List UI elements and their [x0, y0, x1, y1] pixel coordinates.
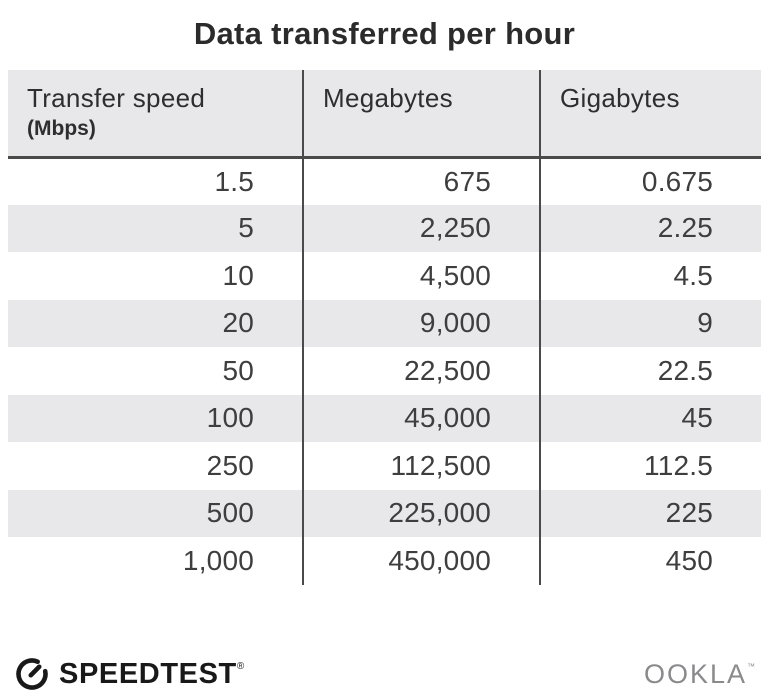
- cell-speed: 10: [222, 259, 254, 291]
- cell-gigabytes: 450: [539, 537, 761, 585]
- cell-speed: 500: [206, 497, 254, 529]
- table-row: 100 45,000 45: [8, 394, 761, 442]
- cell-megabytes: 4,500: [302, 252, 540, 300]
- trademark-symbol: ™: [747, 661, 755, 671]
- cell-megabytes: 2,250: [302, 204, 540, 252]
- table-row: 10 4,500 4.5: [8, 252, 761, 300]
- cell-gigabytes: 2.25: [539, 204, 761, 252]
- table-row: 250 112,500 112.5: [8, 442, 761, 490]
- cell-megabytes: 22,500: [302, 347, 540, 395]
- col-header-label: Gigabytes: [560, 83, 680, 113]
- table-row: 50 22,500 22.5: [8, 347, 761, 395]
- ookla-wordmark: OOKLA: [643, 658, 747, 689]
- col-header-transfer-speed: Transfer speed (Mbps): [8, 70, 303, 159]
- cell-gigabytes: 9: [539, 299, 761, 347]
- header-row: Transfer speed (Mbps) Megabytes Gigabyte…: [8, 70, 761, 159]
- col-header-gigabytes: Gigabytes: [539, 70, 761, 159]
- cell-speed: 20: [222, 307, 254, 339]
- footer: SPEEDTEST ® OOKLA ™: [0, 650, 769, 698]
- cell-gigabytes: 0.675: [539, 157, 761, 205]
- data-table: Transfer speed (Mbps) Megabytes Gigabyte…: [8, 70, 761, 585]
- cell-megabytes: 45,000: [302, 394, 540, 442]
- cell-speed: 5: [238, 212, 254, 244]
- col-header-sublabel: (Mbps): [27, 117, 96, 140]
- cell-megabytes: 225,000: [302, 489, 540, 537]
- registered-trademark-symbol: ®: [236, 661, 245, 672]
- table-row: 5 2,250 2.25: [8, 204, 761, 252]
- cell-speed: 250: [206, 449, 254, 481]
- cell-speed: 1,000: [182, 544, 254, 576]
- col-header-megabytes: Megabytes: [302, 70, 540, 159]
- cell-speed: 100: [206, 402, 254, 434]
- cell-megabytes: 450,000: [302, 537, 540, 585]
- cell-megabytes: 675: [302, 157, 540, 205]
- cell-gigabytes: 22.5: [539, 347, 761, 395]
- ookla-logo: OOKLA ™: [644, 659, 755, 690]
- col-header-label: Transfer speed: [27, 83, 206, 113]
- table-row: 500 225,000 225: [8, 489, 761, 537]
- cell-gigabytes: 4.5: [539, 252, 761, 300]
- col-header-label: Megabytes: [323, 83, 453, 113]
- table-row: 1.5 675 0.675: [8, 157, 761, 205]
- cell-megabytes: 9,000: [302, 299, 540, 347]
- cell-speed: 50: [222, 354, 254, 386]
- speedtest-wordmark: SPEEDTEST: [59, 657, 237, 690]
- speedometer-gauge-icon: [16, 658, 48, 690]
- table-row: 20 9,000 9: [8, 299, 761, 347]
- cell-gigabytes: 45: [539, 394, 761, 442]
- table-row: 1,000 450,000 450: [8, 537, 761, 585]
- speedtest-logo: SPEEDTEST ®: [14, 656, 244, 692]
- cell-speed: 1.5: [214, 165, 254, 197]
- cell-gigabytes: 112.5: [539, 442, 761, 490]
- page-title: Data transferred per hour: [193, 16, 576, 51]
- cell-megabytes: 112,500: [302, 442, 540, 490]
- cell-gigabytes: 225: [539, 489, 761, 537]
